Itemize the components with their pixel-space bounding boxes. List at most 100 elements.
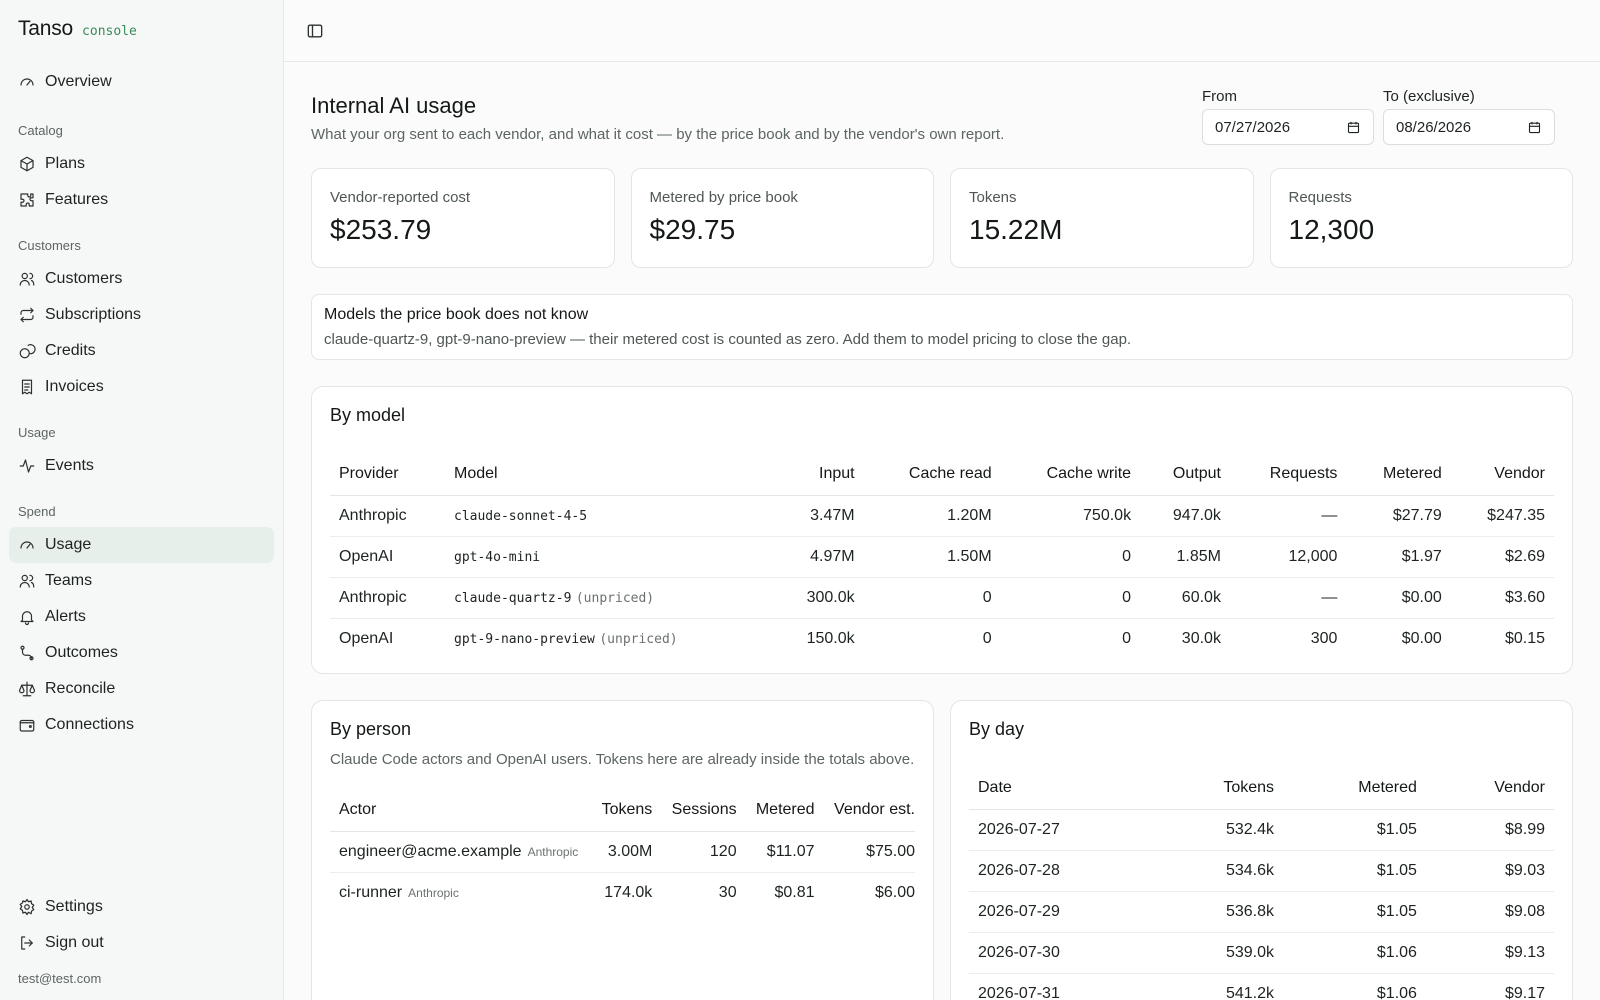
sidebar-item-label: Plans [45, 155, 86, 172]
sidebar-item-plans[interactable]: Plans [9, 146, 274, 182]
column-header: Metered [1283, 767, 1426, 810]
column-header: Sessions [661, 789, 746, 832]
model-id: claude-quartz-9 [454, 590, 572, 606]
to-date-group: To (exclusive) 08/26/2026 [1383, 88, 1555, 145]
to-date-input[interactable]: 08/26/2026 [1383, 109, 1555, 145]
sidebar-item-outcomes[interactable]: Outcomes [9, 635, 274, 671]
column-header: Cache write [1000, 453, 1141, 496]
page-header: Internal AI usage What your org sent to … [311, 62, 1573, 168]
cell-tokens: 3.00M [591, 831, 662, 873]
sidebar-item-invoices[interactable]: Invoices [9, 369, 274, 405]
sidebar-item-connections[interactable]: Connections [9, 707, 274, 743]
table-row: engineer@acme.example Anthropic 3.00M 120… [330, 831, 915, 873]
table-row: 2026-07-29 536.8k $1.05 $9.08 [969, 891, 1554, 933]
cell-requests: 300 [1310, 629, 1338, 647]
scale-icon [18, 681, 36, 697]
cell-cache-write: 0 [1000, 577, 1141, 619]
sidebar-item-features[interactable]: Features [9, 182, 274, 218]
sidebar-toggle-button[interactable] [305, 21, 325, 41]
sidebar-item-label: Settings [45, 898, 103, 915]
sidebar: Tanso console Overview Catalog Plans Fea… [0, 0, 284, 1000]
sidebar-item-label: Connections [45, 716, 134, 733]
cell-vendor-est: $6.00 [874, 883, 915, 901]
from-date-input[interactable]: 07/27/2026 [1202, 109, 1374, 145]
sidebar-item-settings[interactable]: Settings [9, 889, 274, 925]
provider-tag: Anthropic [408, 885, 459, 900]
users-icon [19, 272, 35, 286]
to-date-value: 08/26/2026 [1396, 118, 1472, 136]
table-row: 2026-07-27 532.4k $1.05 $8.99 [969, 809, 1554, 851]
sidebar-item-label: Reconcile [45, 680, 116, 697]
stat-tokens: Tokens 15.22M [950, 168, 1254, 268]
table-header-row: Provider Model Input Cache read Cache wr… [330, 453, 1554, 496]
cell-date: 2026-07-28 [969, 850, 1156, 892]
sidebar-toggle-icon [307, 24, 323, 37]
by-day-table: Date Tokens Metered Vendor 2026-07-27 53… [969, 767, 1554, 1000]
sidebar-item-events[interactable]: Events [9, 448, 274, 484]
cell-date: 2026-07-27 [969, 809, 1156, 851]
cell-date: 2026-07-31 [978, 984, 1060, 1000]
cell-metered: $1.05 [1283, 809, 1426, 851]
calendar-icon[interactable] [1346, 120, 1361, 135]
from-date-value: 07/27/2026 [1215, 118, 1291, 136]
model-id: gpt-9-nano-preview [454, 631, 595, 647]
unpriced-flag: (unpriced) [599, 631, 678, 647]
table-row: Anthropic claude-quartz-9 (unpriced) 300… [330, 577, 1554, 619]
sidebar-item-label: Features [45, 191, 109, 208]
gauge-icon [20, 78, 34, 86]
sidebar-item-teams[interactable]: Teams [9, 563, 274, 599]
cell-input: 150.0k [806, 629, 855, 647]
cell-input: 4.97M [773, 536, 864, 578]
brand: Tanso console [0, 0, 283, 60]
column-header: Vendor est. [823, 789, 915, 832]
sidebar-item-reconcile[interactable]: Reconcile [9, 671, 274, 707]
column-header: Vendor [1450, 453, 1554, 496]
cell-output: 30.0k [1181, 629, 1221, 647]
stat-value: $253.79 [330, 214, 432, 245]
card-title: By person [330, 719, 412, 739]
sidebar-item-overview[interactable]: Overview [9, 64, 274, 100]
table-row: OpenAI gpt-9-nano-preview (unpriced) 150… [330, 618, 1554, 659]
cell-vendor: $9.17 [1504, 984, 1545, 1000]
sidebar-item-usage[interactable]: Usage [9, 527, 274, 563]
card-subtitle: Claude Code actors and OpenAI users. Tok… [330, 751, 915, 768]
cell-vendor-est: $75.00 [823, 831, 915, 873]
cell-vendor: $9.03 [1425, 850, 1554, 892]
users-icon [19, 574, 35, 588]
stat-label: Metered by price book [649, 189, 798, 206]
coins-icon [19, 344, 36, 359]
puzzle-icon [20, 193, 34, 207]
cell-vendor: $8.99 [1425, 809, 1554, 851]
package-icon [20, 156, 34, 172]
sidebar-item-alerts[interactable]: Alerts [9, 599, 274, 635]
sidebar-item-customers[interactable]: Customers [9, 261, 274, 297]
stats-row: Vendor-reported cost $253.79 Metered by … [311, 168, 1573, 268]
calendar-icon[interactable] [1527, 120, 1542, 135]
cell-metered: $0.81 [774, 883, 815, 901]
cell-output: 1.85M [1140, 536, 1230, 578]
cell-sessions: 30 [718, 883, 737, 901]
model-id: claude-sonnet-4-5 [454, 508, 588, 524]
cell-vendor: $247.35 [1450, 495, 1554, 537]
sidebar-item-credits[interactable]: Credits [9, 333, 274, 369]
cell-input: 3.47M [773, 495, 864, 537]
column-header: Date [969, 767, 1156, 810]
cell-cache-read: 0 [863, 577, 1001, 619]
sidebar-item-sign-out[interactable]: Sign out [9, 925, 274, 961]
nav-section-spend: Spend [18, 504, 56, 519]
cell-date: 2026-07-29 [969, 891, 1156, 933]
card-title: By model [330, 405, 406, 425]
sidebar-item-label: Overview [45, 73, 112, 90]
sidebar-bottom: Settings Sign out test@test.com [0, 889, 283, 986]
by-person-table: Actor Tokens Sessions Metered Vendor est… [330, 789, 915, 913]
wallet-icon [19, 719, 35, 732]
cell-tokens: 174.0k [604, 883, 653, 901]
content: Internal AI usage What your org sent to … [284, 62, 1600, 1000]
sidebar-item-subscriptions[interactable]: Subscriptions [9, 297, 274, 333]
table-row: 2026-07-30 539.0k $1.06 $9.13 [969, 932, 1554, 974]
stat-label: Vendor-reported cost [330, 189, 471, 206]
cell-tokens: 539.0k [1155, 932, 1284, 974]
cell-cache-read: 0 [982, 629, 992, 647]
cell-cache-write: 0 [1122, 629, 1132, 647]
unpriced-models-notice: Models the price book does not know clau… [311, 294, 1573, 360]
